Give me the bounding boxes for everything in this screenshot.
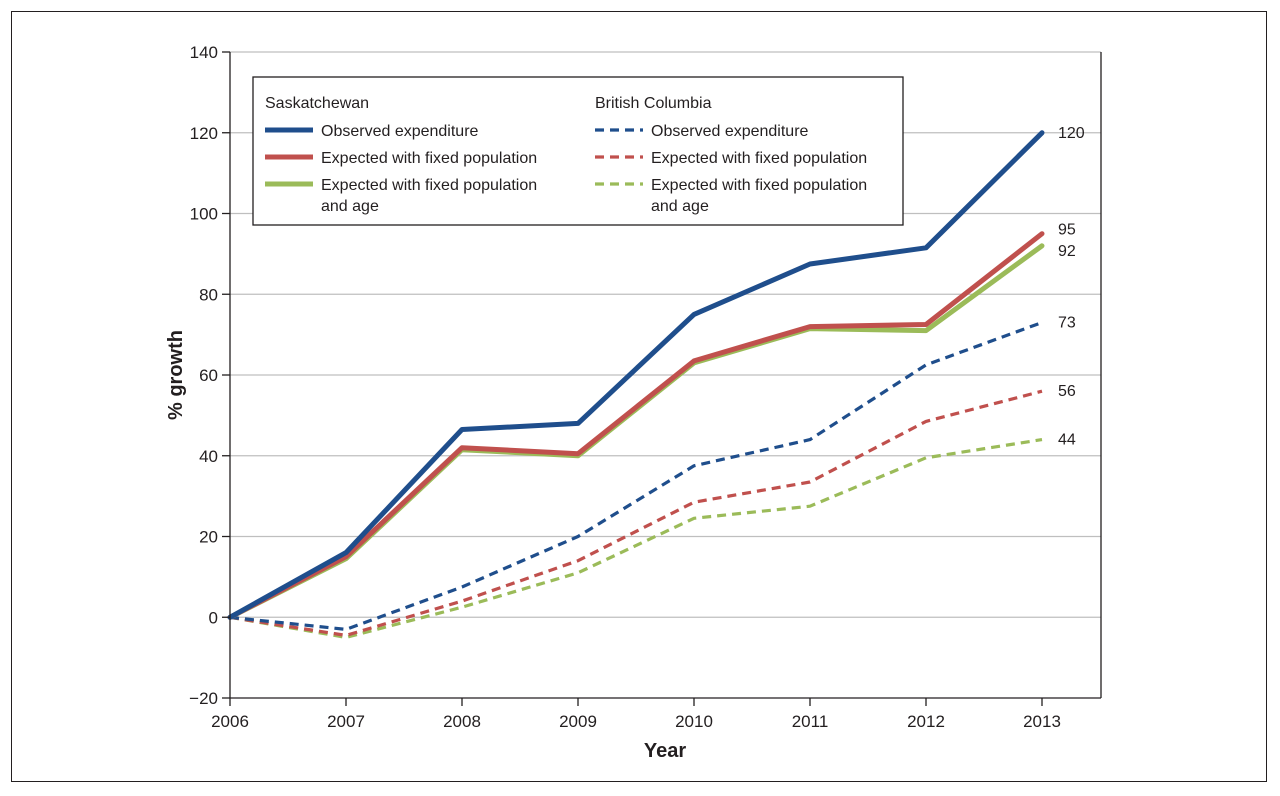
end-label-73: 73 [1058,315,1076,332]
series-line-sk-expected-with-fixed-population [227,231,1045,620]
y-tick-label: 20 [199,528,218,547]
y-tick-label: −20 [189,689,218,708]
x-tick-label: 2006 [211,712,249,731]
legend-group-title: British Columbia [595,95,712,112]
series-lines [227,130,1045,640]
legend-entry-line: Expected with fixed population [321,150,537,167]
x-tick-label: 2013 [1023,712,1061,731]
legend-entry-label: Expected with fixed population [321,150,537,167]
gridlines [230,51,1101,618]
x-tick-label: 2011 [792,712,829,731]
tick-labels: −20 0 20 40 60 80 100 120 140 2006 2007 2008 2009 201… [189,43,1061,731]
legend-entry-label: Expected with fixed population and age [651,177,867,215]
legend: Saskatchewan Observed expenditure Expected… [252,76,904,226]
x-tick-label: 2009 [559,712,597,731]
legend-entry-label: Observed expenditure [651,123,809,140]
series-line-bc-expected-with-fixed-population [229,389,1043,638]
legend-entry-line: Observed expenditure [321,123,479,140]
legend-box [252,76,904,226]
legend-entry-line: and age [651,198,709,215]
legend-group-title: Saskatchewan [265,95,369,112]
legend-entry-label: Expected with fixed population and age [321,177,537,215]
end-label-56: 56 [1058,383,1076,400]
series-line-sk-expected-with-fixed-population-and-age [227,243,1045,620]
y-tick-label: 0 [209,608,218,627]
end-labels: 120 95 92 73 56 44 [1058,125,1085,449]
y-tick-label: 140 [190,43,218,62]
y-axis-title: % growth [165,330,187,420]
end-label-120: 120 [1058,125,1085,142]
legend-entry-line: Observed expenditure [651,123,809,140]
legend-entry-line: Expected with fixed population [651,150,867,167]
x-tick-label: 2012 [907,712,945,731]
y-tick-label: 120 [190,124,218,143]
legend-entry-line: and age [321,198,379,215]
x-axis-title: Year [644,740,686,762]
y-tick-label: 80 [199,285,218,304]
series-line-bc-observed-expenditure [229,320,1043,632]
y-tick-label: 100 [190,205,218,224]
legend-entry-line: Expected with fixed population [651,177,867,194]
series-line-sk-observed-expenditure [227,130,1045,620]
x-tick-label: 2008 [443,712,481,731]
end-label-95: 95 [1058,222,1076,239]
legend-entry-label: Expected with fixed population [651,150,867,167]
x-tick-label: 2007 [327,712,365,731]
axes [222,51,1102,706]
y-tick-label: 40 [199,447,218,466]
end-label-92: 92 [1058,243,1076,260]
series-line-bc-expected-with-fixed-population-and-age [229,438,1043,640]
figure-frame [11,11,1267,782]
x-tick-label: 2010 [675,712,713,731]
y-tick-label: 60 [199,366,218,385]
end-label-44: 44 [1058,432,1076,449]
legend-entry-label: Observed expenditure [321,123,479,140]
legend-entry-line: Expected with fixed population [321,177,537,194]
